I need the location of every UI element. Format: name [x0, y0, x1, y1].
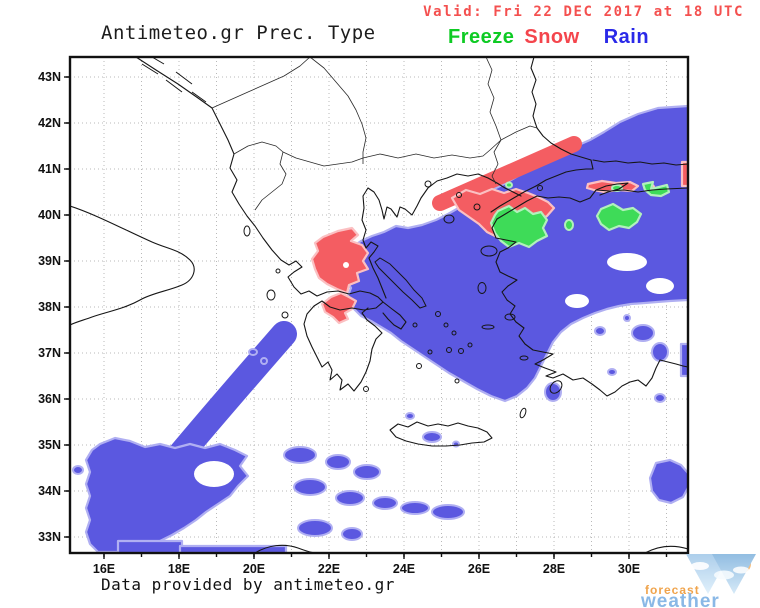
page-title: Antimeteo.gr Prec. Type: [101, 22, 376, 44]
precipitation-regions: [72, 104, 688, 553]
svg-text:18E: 18E: [168, 562, 190, 576]
precip-type-legend: Freeze Snow Rain: [448, 26, 659, 49]
coast-crete: [389, 421, 493, 447]
coast-dalmatian-islands: [141, 57, 207, 103]
svg-text:39N: 39N: [38, 254, 61, 268]
svg-text:37N: 37N: [38, 346, 61, 360]
svg-text:43N: 43N: [38, 70, 61, 84]
svg-text:33N: 33N: [38, 530, 61, 544]
svg-text:36N: 36N: [38, 392, 61, 406]
coast-north-greece: [361, 173, 522, 299]
coast-euboea: [374, 257, 427, 309]
svg-text:41N: 41N: [38, 162, 61, 176]
coast-attica: [382, 301, 407, 330]
svg-text:34N: 34N: [38, 484, 61, 498]
svg-text:30E: 30E: [618, 562, 640, 576]
forecastweather-logo-icon: [686, 554, 756, 594]
svg-text:35N: 35N: [38, 438, 61, 452]
coastlines: [70, 57, 688, 553]
svg-text:42N: 42N: [38, 116, 61, 130]
logo-text-forecast: forecast: [645, 583, 700, 597]
legend-snow: Snow: [524, 26, 580, 48]
svg-text:38N: 38N: [38, 300, 61, 314]
coast-italy: [70, 205, 195, 326]
data-credit: Data provided by antimeteo.gr: [101, 575, 395, 594]
coast-marmara-south: [536, 182, 688, 203]
svg-text:20E: 20E: [243, 562, 265, 576]
svg-text:26E: 26E: [468, 562, 490, 576]
svg-text:28E: 28E: [543, 562, 565, 576]
country-borders: [211, 57, 538, 211]
coast-dardanelles: [490, 185, 538, 220]
coast-turkey-aegean: [491, 218, 688, 397]
logo-text-weather: weather: [641, 591, 720, 608]
axis-ticks-labels: 43N 42N 41N 40N 39N 38N 37N 36N 35N 34N 33N 16E 18E 2…: [38, 70, 668, 576]
svg-text:24E: 24E: [393, 562, 415, 576]
legend-freeze: Freeze: [448, 26, 515, 48]
svg-text:16E: 16E: [93, 562, 115, 576]
coast-balkan-west: [135, 57, 384, 392]
coast-islands: [243, 180, 563, 419]
svg-text:22E: 22E: [318, 562, 340, 576]
svg-text:40N: 40N: [38, 208, 61, 222]
map-frame: [68, 55, 690, 555]
valid-time-label: Valid: Fri 22 DEC 2017 at 18 UTC: [423, 4, 744, 20]
legend-rain: Rain: [603, 26, 650, 48]
coast-marmara-north: [535, 159, 594, 187]
